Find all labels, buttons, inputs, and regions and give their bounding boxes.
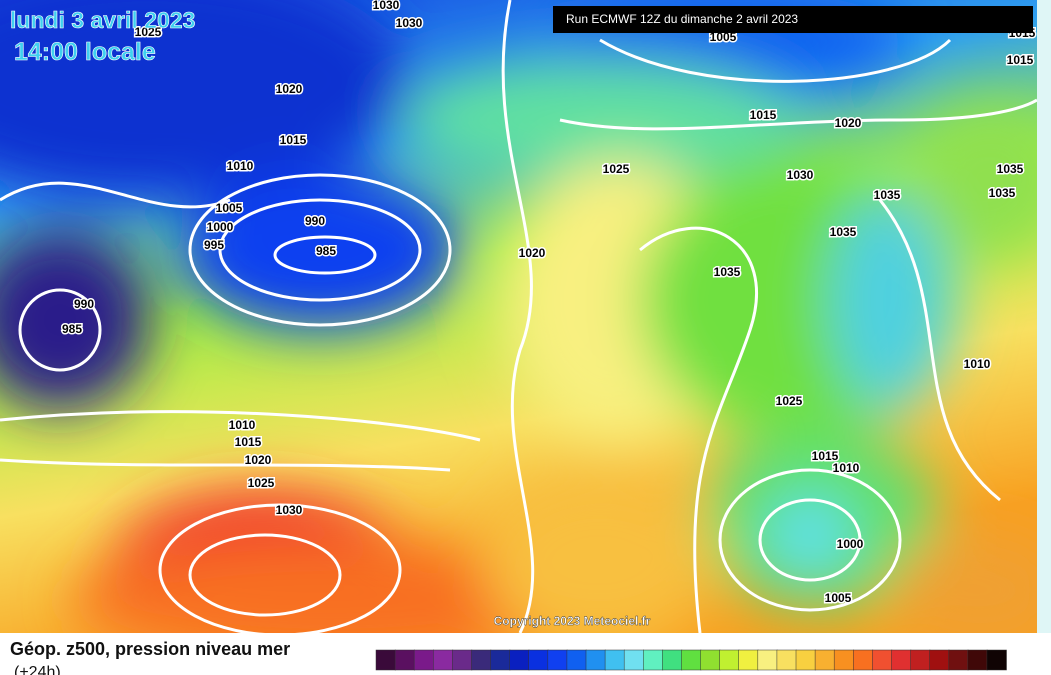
- map: 1030103010251020101510101005100099599098…: [0, 0, 1037, 633]
- isobar-label: 1035: [997, 162, 1024, 176]
- color-swatch: [662, 649, 683, 671]
- color-swatch: [509, 649, 530, 671]
- color-swatch: [891, 649, 912, 671]
- isobar-label: 1035: [874, 188, 901, 202]
- isobar-label: 1015: [280, 133, 307, 147]
- isobar-label: 1015: [1007, 53, 1034, 67]
- color-swatch: [929, 649, 950, 671]
- isobar-label: 1025: [603, 162, 630, 176]
- run-info: Run ECMWF 12Z du dimanche 2 avril 2023: [566, 12, 798, 26]
- isobar-label: 1030: [396, 16, 423, 30]
- copyright: Copyright 2023 Meteociel.fr: [494, 614, 651, 628]
- isobar-label: 1015: [235, 435, 262, 449]
- isobar-label: 1035: [989, 186, 1016, 200]
- color-swatch: [643, 649, 664, 671]
- color-swatch: [853, 649, 874, 671]
- color-swatch: [681, 649, 702, 671]
- color-swatch: [547, 649, 568, 671]
- color-swatch: [433, 649, 454, 671]
- color-swatch: [719, 649, 740, 671]
- isobar-label: 1000: [837, 537, 864, 551]
- date: lundi 3 avril 2023: [10, 7, 195, 33]
- isobar-label: 1020: [519, 246, 546, 260]
- isobar-label: 990: [305, 214, 325, 228]
- isobar-label: 1010: [833, 461, 860, 475]
- color-swatch: [375, 649, 396, 671]
- isobar-label: 1005: [825, 591, 852, 605]
- legend-title: Géop. z500, pression niveau mer: [10, 639, 290, 659]
- color-swatch: [738, 649, 759, 671]
- color-swatch: [967, 649, 988, 671]
- isobar-label: 1030: [787, 168, 814, 182]
- color-swatch: [471, 649, 492, 671]
- isobar-label: 1000: [207, 220, 234, 234]
- color-swatch: [948, 649, 969, 671]
- isobar-label: 1025: [248, 476, 275, 490]
- isobar-label: 1005: [216, 201, 243, 215]
- isobar-label: 985: [316, 244, 336, 258]
- color-swatch: [833, 649, 855, 671]
- color-swatch: [776, 649, 797, 671]
- isobar-label: 1030: [373, 0, 400, 12]
- isobar-label: 1025: [776, 394, 803, 408]
- color-swatch: [604, 649, 625, 671]
- color-scale: [375, 649, 1007, 671]
- isobar-label: 1035: [714, 265, 741, 279]
- isobar-label: 990: [74, 297, 94, 311]
- color-swatch: [490, 649, 511, 671]
- time: 14:00 locale: [14, 38, 156, 66]
- color-swatch: [700, 649, 721, 671]
- isobar-label: 1015: [812, 449, 839, 463]
- color-swatch: [910, 649, 931, 671]
- color-swatch: [814, 649, 835, 671]
- isobar-label: 995: [204, 238, 224, 252]
- color-swatch: [623, 649, 645, 671]
- isobar-label: 1010: [229, 418, 256, 432]
- color-swatch: [566, 649, 587, 671]
- color-swatch: [413, 649, 435, 671]
- isobar-label: 1025: [135, 25, 162, 39]
- isobar-label: 1020: [245, 453, 272, 467]
- legend-subtitle: (+24h): [14, 664, 61, 675]
- color-swatch: [872, 649, 893, 671]
- color-swatch: [585, 649, 606, 671]
- isobar-label: 1020: [835, 116, 862, 130]
- isobar-label: 1020: [276, 82, 303, 96]
- color-swatch: [528, 649, 549, 671]
- run-banner: [553, 6, 1033, 33]
- color-swatch: [986, 649, 1007, 671]
- isobar-label: 985: [62, 322, 82, 336]
- isobar-label: 1035: [830, 225, 857, 239]
- isobar-label: 1030: [276, 503, 303, 517]
- color-swatch: [795, 649, 816, 671]
- color-swatch: [452, 649, 473, 671]
- color-swatch: [757, 649, 778, 671]
- color-swatch: [394, 649, 415, 671]
- isobar-label: 1010: [227, 159, 254, 173]
- isobar-label: 1010: [964, 357, 991, 371]
- isobar-label: 1015: [750, 108, 777, 122]
